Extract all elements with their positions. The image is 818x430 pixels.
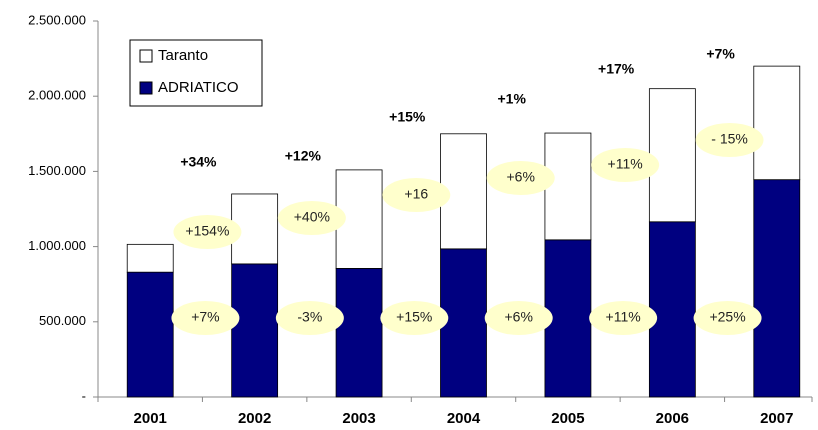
- annotation-bubble: [695, 123, 764, 157]
- y-tick-label: 500.000: [39, 313, 86, 328]
- annotation: -3%: [297, 309, 322, 325]
- legend-swatch: [139, 81, 153, 95]
- total-change-label: +12%: [285, 148, 322, 164]
- annotation-bubble: [591, 148, 660, 182]
- x-tick-label: 2007: [760, 410, 793, 427]
- annotation: +6%: [505, 309, 533, 325]
- annotation-bubble: [173, 215, 242, 249]
- annotation-bubble: [277, 201, 346, 235]
- y-tick-label: 1.000.000: [28, 238, 86, 253]
- x-tick-label: 2005: [551, 410, 584, 427]
- y-tick-label: 1.500.000: [28, 163, 86, 178]
- annotation: +11%: [608, 156, 643, 172]
- y-tick-label: 2.000.000: [28, 88, 86, 103]
- annotation-bubble: [171, 301, 240, 335]
- bar-segment: [753, 179, 801, 398]
- y-tick-label: 2.500.000: [28, 12, 86, 27]
- annotation-bubble: [382, 178, 451, 212]
- annotation-bubble: [486, 161, 555, 195]
- annotation-bubble: [380, 301, 449, 335]
- bar-segment: [648, 221, 696, 398]
- total-change-label: +34%: [180, 154, 217, 170]
- annotation: +6%: [507, 169, 535, 185]
- y-tick-label: -: [82, 388, 86, 403]
- bar-segment: [126, 243, 174, 273]
- x-tick-label: 2002: [238, 410, 271, 427]
- bar-segment: [126, 271, 174, 398]
- bar-segment: [544, 132, 592, 241]
- legend-label: Taranto: [158, 47, 208, 64]
- total-change-label: +17%: [598, 61, 635, 77]
- annotation: +25%: [709, 309, 745, 325]
- bar-segment: [231, 263, 279, 398]
- legend-label: ADRIATICO: [158, 79, 239, 96]
- annotation: - 15%: [711, 131, 748, 147]
- annotation: +154%: [185, 223, 229, 239]
- x-tick-label: 2004: [447, 410, 481, 427]
- annotation: +16: [404, 186, 428, 202]
- annotation-bubble: [589, 301, 658, 335]
- x-tick-label: 2006: [656, 410, 689, 427]
- annotation-bubble: [693, 301, 762, 335]
- annotation: +15%: [396, 309, 432, 325]
- annotation-bubble: [275, 301, 344, 335]
- bar-segment: [440, 248, 487, 398]
- annotation: +40%: [294, 209, 330, 225]
- annotation-bubble: [484, 301, 553, 335]
- x-tick-label: 2001: [134, 410, 167, 427]
- annotation: +7%: [191, 309, 219, 325]
- bar-segment: [335, 268, 383, 398]
- legend-swatch: [139, 49, 153, 63]
- total-change-label: +7%: [706, 46, 735, 62]
- bar-segment: [753, 65, 801, 181]
- total-change-label: +15%: [389, 109, 426, 125]
- bar-segment: [648, 88, 696, 223]
- total-change-label: +1%: [498, 91, 527, 107]
- x-tick-label: 2003: [342, 410, 375, 427]
- annotation: +11%: [606, 309, 641, 325]
